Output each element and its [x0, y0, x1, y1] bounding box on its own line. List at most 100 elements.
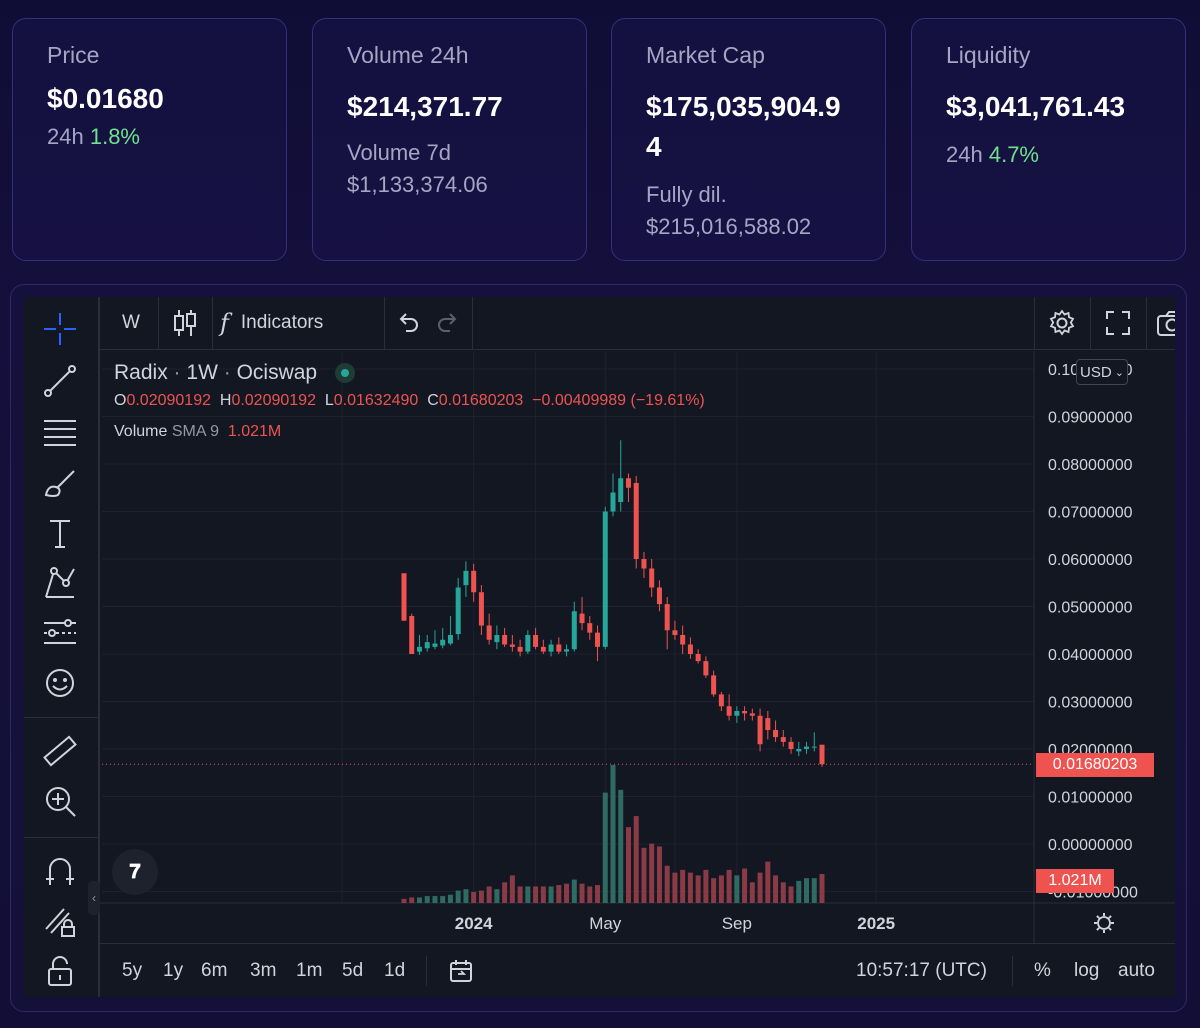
fib-retracement-icon[interactable]	[42, 413, 78, 449]
liquidity-change: 24h 4.7%	[946, 141, 1151, 169]
fullscreen-icon[interactable]	[1098, 297, 1138, 349]
auto-toggle[interactable]: auto	[1118, 960, 1155, 981]
volume-indicator-label[interactable]: Volume	[114, 423, 168, 440]
candle-body	[509, 644, 515, 647]
candle-body	[780, 737, 786, 742]
screenshot-camera-icon[interactable]	[1150, 297, 1175, 349]
symbol-name[interactable]: Radix	[114, 361, 168, 384]
tradingview-logo-icon[interactable]: 𝟕	[112, 849, 158, 895]
symbol-timeframe[interactable]: 1W	[186, 361, 218, 384]
price-change-label: 24h	[47, 124, 84, 149]
candle-body	[687, 644, 693, 654]
liquidity-card: Liquidity $3,041,761.43 24h 4.7%	[911, 18, 1186, 261]
volume-bar	[579, 883, 585, 903]
market-status-icon	[334, 363, 355, 384]
toolbar-separator	[472, 297, 473, 349]
volume-bar	[625, 827, 631, 903]
date-range-icon[interactable]	[448, 944, 474, 997]
volume-bar	[703, 869, 709, 903]
range-6m[interactable]: 6m	[201, 960, 228, 981]
candle-body	[455, 587, 461, 635]
range-1d[interactable]: 1d	[384, 960, 406, 981]
pattern-icon[interactable]	[42, 565, 78, 601]
toolbar-separator	[1034, 297, 1035, 349]
axis-settings-icon-tooth	[1108, 915, 1112, 919]
candle-body	[649, 568, 655, 588]
low-label: L	[324, 392, 334, 409]
lock-drawing-icon[interactable]	[42, 903, 78, 939]
volume-bar	[780, 882, 786, 903]
candle-body	[726, 706, 732, 716]
candle-type-icon[interactable]	[162, 297, 208, 349]
percent-toggle[interactable]: %	[1034, 960, 1051, 981]
volume-legend: Volume SMA 9 1.021M	[114, 423, 281, 441]
unlock-icon[interactable]	[42, 953, 78, 989]
crosshair-icon[interactable]	[42, 311, 78, 347]
text-tool-icon[interactable]	[42, 515, 78, 551]
indicators-button[interactable]: f Indicators	[220, 297, 380, 349]
symbol-legend: Radix · 1W · Ociswap	[114, 361, 355, 385]
settings-gear-icon[interactable]	[1042, 297, 1082, 349]
currency-label: USD	[1080, 363, 1112, 381]
time-axis: 2024 May Sep 2025	[455, 913, 1114, 933]
volume-bar	[656, 846, 662, 903]
volume-bar	[726, 869, 732, 903]
price-tick-label: 0.07000000	[1048, 505, 1133, 522]
legend-separator: ·	[223, 361, 231, 384]
range-1y[interactable]: 1y	[163, 960, 184, 981]
indicators-label: Indicators	[240, 312, 324, 333]
undo-icon[interactable]	[390, 297, 426, 349]
volume-bar	[633, 816, 639, 903]
range-5y[interactable]: 5y	[122, 960, 143, 981]
volume-bar	[463, 889, 469, 903]
ohlc-legend: O0.02090192 H0.02090192 L0.01632490 C0.0…	[114, 392, 705, 410]
volume-bar	[517, 886, 523, 903]
candle-body	[610, 492, 616, 512]
axis-settings-icon-tooth	[1096, 927, 1100, 931]
axis-settings-icon[interactable]	[1094, 913, 1114, 933]
interval-button[interactable]: W	[122, 312, 140, 333]
trend-line-icon[interactable]	[42, 363, 78, 399]
candle-body	[811, 746, 817, 748]
toolbar-separator	[384, 297, 385, 349]
collapse-toolbar-icon[interactable]: ‹	[88, 881, 100, 915]
ruler-icon[interactable]	[42, 733, 78, 769]
time-tick-label: May	[589, 914, 622, 933]
range-1m[interactable]: 1m	[296, 960, 323, 981]
symbol-exchange[interactable]: Ociswap	[236, 361, 318, 384]
volume-bar	[564, 883, 570, 903]
candle-body	[633, 483, 639, 559]
price-tick-label: 0.04000000	[1048, 647, 1133, 664]
brush-icon[interactable]	[42, 465, 78, 501]
price-chart-canvas[interactable]: 0.100000000.090000000.080000000.07000000…	[24, 297, 1175, 997]
current-price-tag: 0.01680203	[1036, 753, 1154, 777]
volume-bar	[811, 878, 817, 903]
candle-body	[773, 730, 779, 738]
magnet-icon[interactable]	[42, 853, 78, 889]
price-tick-label: 0.08000000	[1048, 457, 1133, 474]
price-change: 24h 1.8%	[47, 123, 252, 151]
volume-bar	[796, 880, 802, 903]
candle-body	[401, 573, 407, 621]
volume-bar	[409, 897, 415, 903]
open-label: O	[114, 392, 127, 409]
utc-clock[interactable]: 10:57:17 (UTC)	[856, 960, 987, 981]
forecast-icon[interactable]	[42, 615, 78, 651]
sma-label: SMA 9	[171, 423, 219, 440]
volume-bar	[742, 868, 748, 903]
toolbar-separator	[1146, 297, 1147, 349]
emoji-icon[interactable]	[42, 665, 78, 701]
range-3m[interactable]: 3m	[250, 960, 277, 981]
redo-icon[interactable]	[430, 297, 466, 349]
range-5d[interactable]: 5d	[342, 960, 364, 981]
candle-body	[672, 630, 678, 635]
change-value: −0.00409989 (−19.61%)	[532, 392, 705, 409]
currency-selector[interactable]: USD ⌄	[1076, 359, 1128, 385]
log-toggle[interactable]: log	[1074, 960, 1100, 981]
volume-bar	[649, 843, 655, 903]
candle-body	[525, 635, 531, 652]
liquidity-value: $3,041,761.43	[946, 91, 1126, 122]
price-label: Price	[47, 42, 100, 68]
zoom-in-icon[interactable]	[42, 783, 78, 819]
volume-bar	[664, 865, 670, 903]
